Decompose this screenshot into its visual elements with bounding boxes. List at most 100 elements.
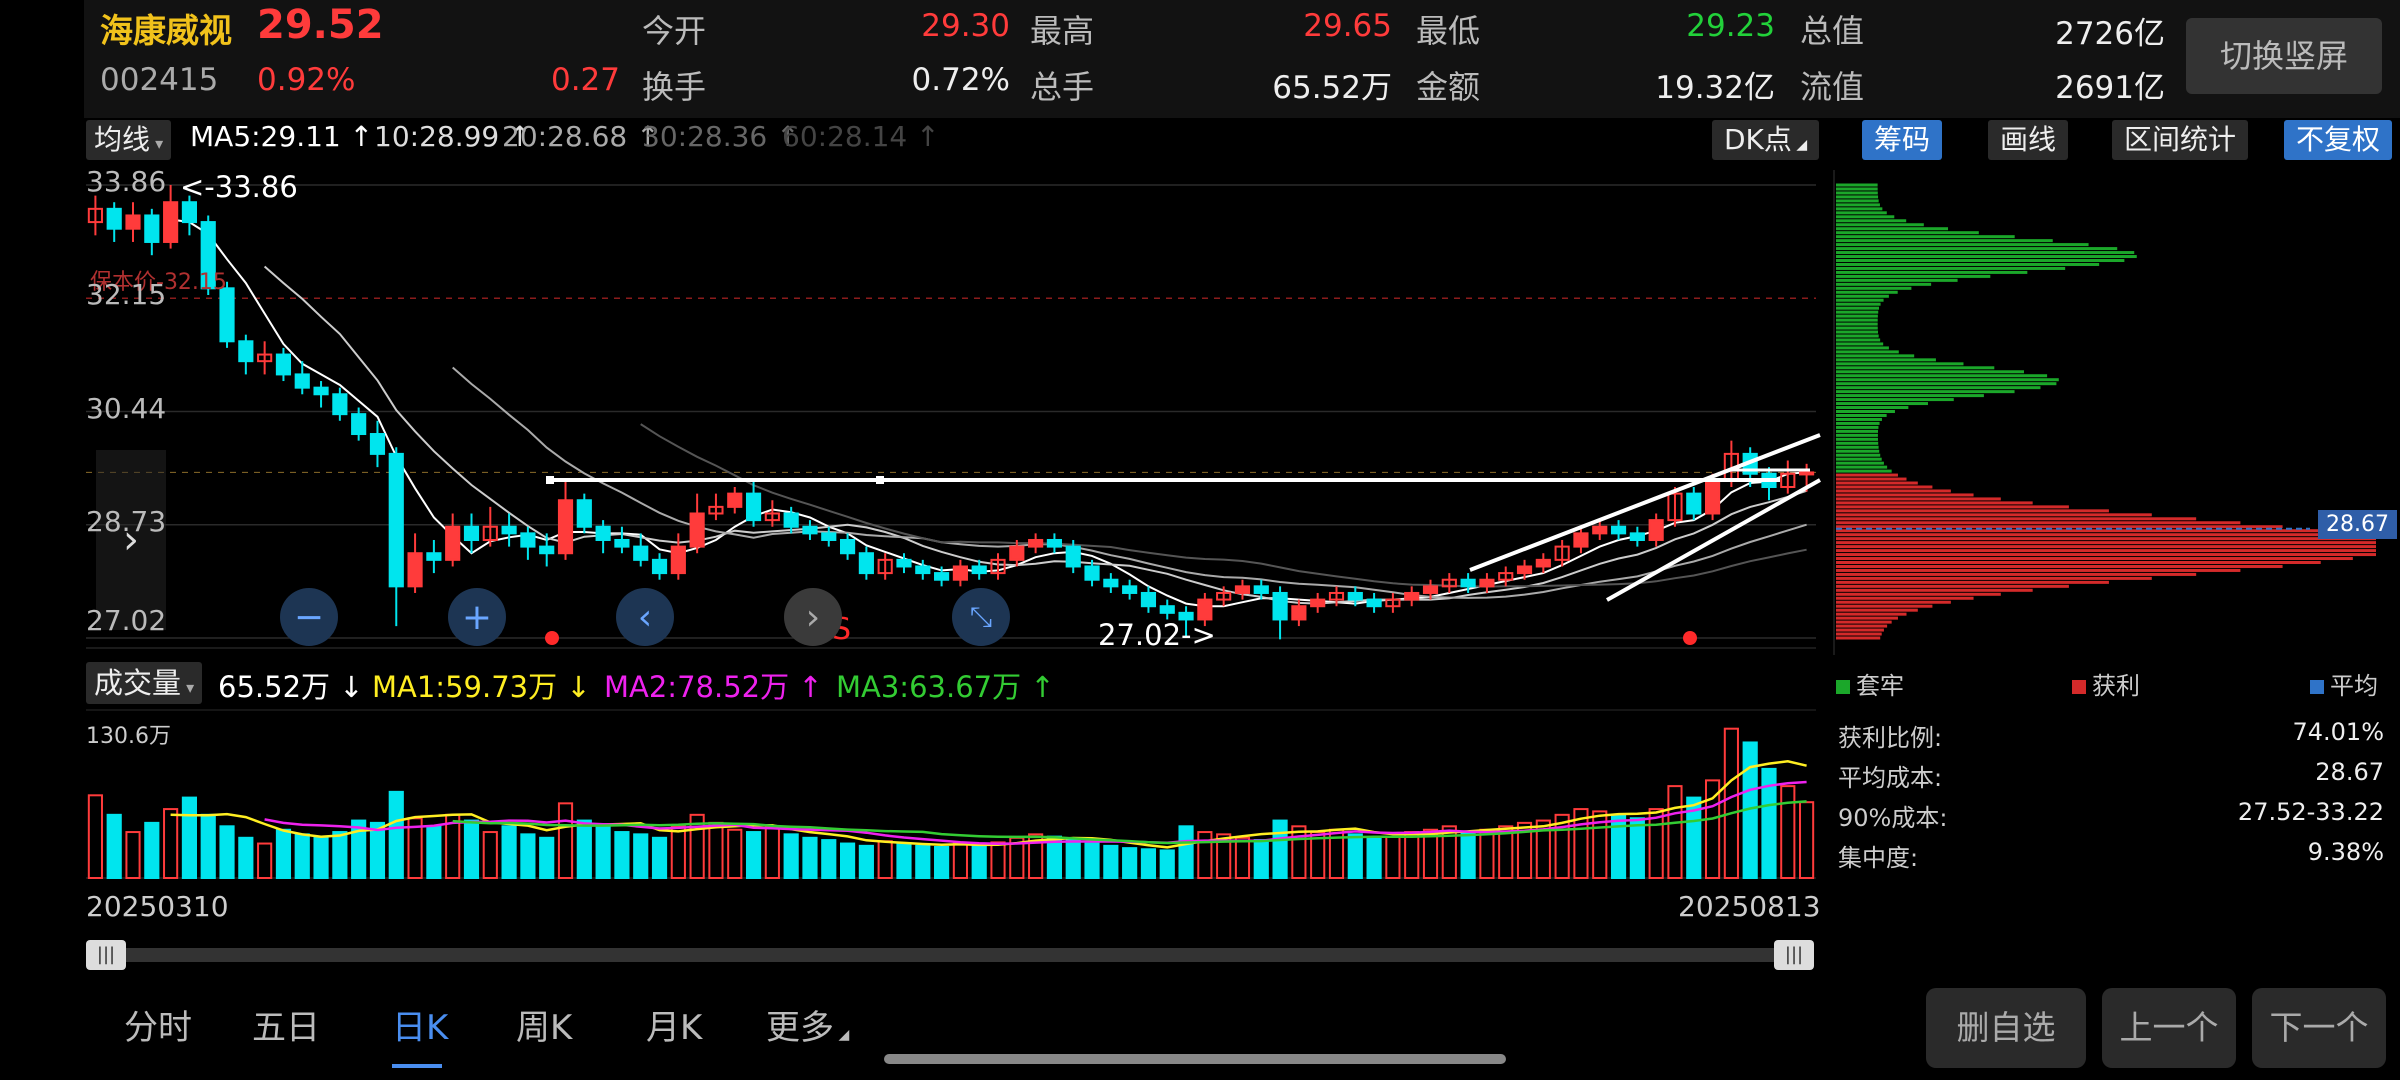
next-stock-button[interactable]: 下一个 bbox=[2252, 988, 2386, 1068]
range-stats-button[interactable]: 区间统计 bbox=[2112, 120, 2249, 160]
volume-bar bbox=[426, 825, 442, 880]
concentration-label: 集中度: bbox=[1838, 844, 1919, 872]
chip-bar bbox=[1836, 191, 1878, 195]
tab-more[interactable]: 更多 ◢ bbox=[766, 1008, 850, 1048]
volume-bar bbox=[858, 844, 874, 880]
scroll-left-button[interactable]: ‹ bbox=[616, 588, 674, 646]
legend-profit: 获利 bbox=[2072, 666, 2140, 701]
chip-bar bbox=[1836, 513, 2152, 517]
chip-bar bbox=[1836, 358, 1936, 362]
draw-line-button[interactable]: 画线 bbox=[1988, 120, 2069, 160]
tab-five-day[interactable]: 五日 bbox=[252, 1008, 320, 1048]
chip-bar bbox=[1836, 255, 2137, 259]
candle-body bbox=[294, 373, 310, 389]
mcap-value: 2726亿 bbox=[2055, 16, 2165, 52]
candle-body bbox=[1328, 591, 1345, 601]
candle-body bbox=[1422, 585, 1439, 594]
candle-body bbox=[1234, 585, 1251, 594]
plus-icon: + bbox=[461, 596, 493, 638]
volume-bar bbox=[1648, 808, 1664, 879]
volume-bar bbox=[1516, 821, 1533, 879]
candle-body bbox=[1498, 572, 1514, 581]
change-value: 0.27 bbox=[550, 62, 620, 98]
candle-body bbox=[351, 413, 367, 436]
candle-body bbox=[1573, 532, 1589, 548]
chip-bar bbox=[1836, 199, 1879, 203]
zoom-in-button[interactable]: + bbox=[448, 588, 506, 646]
concentration-value: 9.38% bbox=[2307, 838, 2384, 866]
chip-bar bbox=[1836, 211, 1887, 215]
arrow-down-icon: ↓ bbox=[330, 670, 364, 704]
candle-body bbox=[1159, 605, 1175, 614]
candle-body bbox=[539, 545, 555, 555]
prev-stock-button[interactable]: 上一个 bbox=[2102, 988, 2236, 1068]
range-scrollbar[interactable] bbox=[86, 948, 1814, 962]
volume-bar bbox=[557, 802, 574, 879]
volume-bar bbox=[877, 840, 893, 880]
chip-bar bbox=[1836, 545, 2376, 549]
scroll-right-button[interactable]: › bbox=[784, 588, 842, 646]
chevron-right-icon[interactable]: › bbox=[96, 450, 166, 630]
switch-portrait-button[interactable]: 切换竖屏 bbox=[2186, 18, 2382, 94]
chip-bar bbox=[1836, 584, 2069, 588]
volume-bar bbox=[520, 833, 536, 880]
range-handle-right[interactable]: ||| bbox=[1774, 940, 1814, 970]
candle-body bbox=[1197, 598, 1213, 621]
candle-body bbox=[1629, 532, 1645, 541]
y-tick-label: 32.15 bbox=[86, 278, 167, 312]
chip-bar bbox=[1836, 604, 1933, 608]
volume-bar bbox=[1385, 835, 1401, 879]
candle-body bbox=[87, 207, 103, 224]
volume-bar bbox=[971, 843, 987, 880]
volume-ma-lines bbox=[170, 760, 1807, 849]
tab-daily-k[interactable]: 日K bbox=[392, 1008, 449, 1048]
chip-bar bbox=[1836, 525, 2283, 529]
candle-body bbox=[407, 552, 423, 588]
volume-bar bbox=[1122, 847, 1138, 879]
zoom-out-button[interactable]: − bbox=[280, 588, 338, 646]
candle-body bbox=[858, 552, 874, 575]
volume-bar bbox=[1704, 779, 1721, 879]
volume-bar bbox=[990, 841, 1006, 879]
volume-bar bbox=[1479, 828, 1495, 880]
chevron-left-icon: ‹ bbox=[637, 596, 653, 638]
turnover-label: 换手 bbox=[642, 68, 707, 106]
indicator-select[interactable]: 成交量 ▾ bbox=[86, 662, 203, 704]
chip-bar bbox=[1836, 394, 1984, 398]
remove-watchlist-button[interactable]: 删自选 bbox=[1926, 988, 2086, 1068]
ma-type-select[interactable]: 均线 ▾ bbox=[86, 120, 172, 160]
chip-bar bbox=[1836, 592, 2001, 596]
avg-cost-value: 28.67 bbox=[2315, 758, 2384, 786]
candle-body bbox=[764, 512, 780, 522]
chip-bar bbox=[1836, 441, 1879, 445]
candle-body bbox=[896, 558, 912, 568]
volume-bar bbox=[1592, 810, 1608, 880]
volume-bar bbox=[1780, 785, 1796, 880]
chip-bar bbox=[1836, 342, 1884, 346]
candle-body bbox=[614, 538, 630, 548]
volume-bar bbox=[1366, 836, 1382, 879]
tab-intraday[interactable]: 分时 bbox=[124, 1008, 192, 1048]
dk-point-button[interactable]: DK点 ◢ bbox=[1712, 120, 1820, 160]
volume-ma20-line bbox=[452, 800, 1807, 845]
chip-bar bbox=[1836, 243, 2089, 247]
reset-zoom-button[interactable]: ⤡ bbox=[952, 588, 1010, 646]
chip-bar bbox=[1836, 239, 2053, 243]
candle-body bbox=[1291, 605, 1307, 621]
no-adjust-button[interactable]: 不复权 bbox=[2284, 120, 2393, 160]
volume-bar bbox=[1441, 825, 1457, 880]
tab-monthly-k[interactable]: 月K bbox=[646, 1008, 703, 1048]
candle-body bbox=[313, 386, 329, 396]
candle-body bbox=[1084, 565, 1100, 581]
chip-bar bbox=[1836, 481, 1918, 485]
mcap-label: 总值 bbox=[1800, 12, 1865, 50]
range-handle-left[interactable]: ||| bbox=[86, 940, 126, 970]
candle-body bbox=[1216, 591, 1232, 601]
candle-body bbox=[821, 532, 837, 541]
ma5-line bbox=[170, 218, 1807, 608]
chips-button[interactable]: 筹码 bbox=[1862, 120, 1943, 160]
tab-weekly-k[interactable]: 周K bbox=[516, 1008, 573, 1048]
chip-bar bbox=[1836, 330, 1879, 334]
change-pct: 0.92% bbox=[257, 62, 356, 98]
volume-bar bbox=[1554, 813, 1570, 879]
